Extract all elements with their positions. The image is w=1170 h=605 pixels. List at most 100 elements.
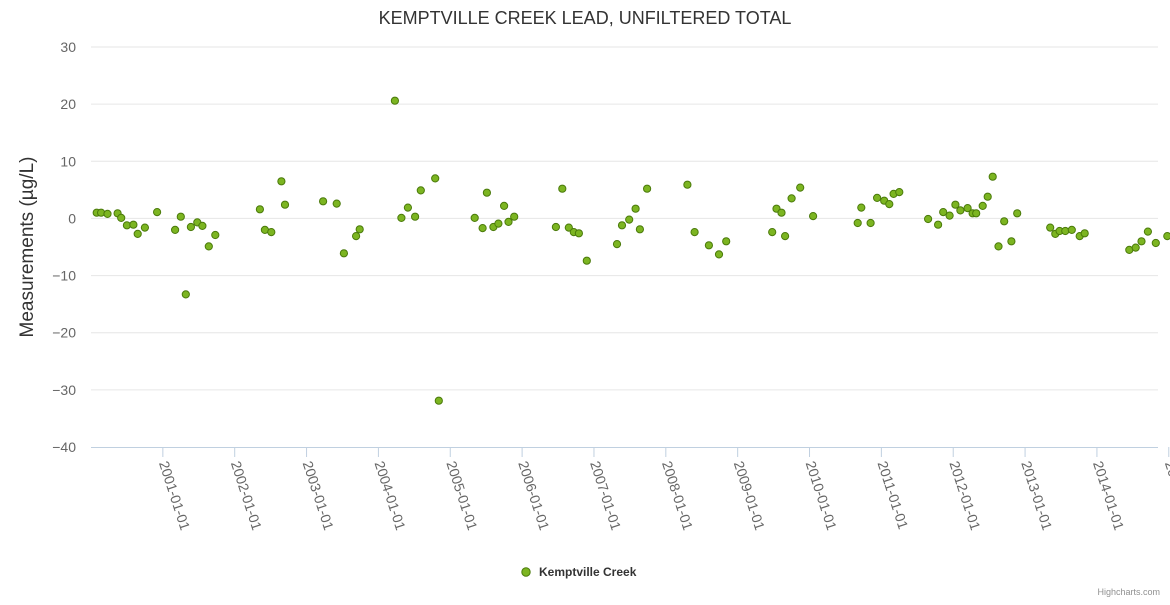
data-point[interactable] [951,200,960,209]
data-point[interactable] [972,209,981,218]
data-point[interactable] [978,201,987,210]
data-point[interactable] [1007,237,1016,246]
data-point[interactable] [683,180,692,189]
y-tick-label: −30 [52,382,76,398]
data-point[interactable] [635,225,645,234]
data-point[interactable] [787,194,796,203]
data-point[interactable] [171,225,180,234]
data-point[interactable] [558,184,567,193]
data-point[interactable] [857,203,866,212]
data-point[interactable] [504,217,513,226]
data-point[interactable] [939,208,948,217]
data-point[interactable] [1046,223,1055,232]
data-point[interactable] [153,208,162,217]
data-point[interactable] [277,177,286,186]
data-point[interactable] [1151,238,1160,248]
data-point[interactable] [1143,227,1153,236]
data-point[interactable] [478,224,487,233]
data-point[interactable] [482,188,491,197]
data-point[interactable] [796,183,805,192]
data-point[interactable] [714,250,724,259]
credits-link[interactable]: Highcharts.com [1097,587,1160,597]
legend-label-kemptville-creek[interactable]: Kemptville Creek [539,565,637,579]
data-point[interactable] [956,206,965,215]
data-point[interactable] [280,200,290,209]
data-point[interactable] [431,174,440,183]
x-tick-label: 2001-01-01 [156,459,193,532]
data-point[interactable] [612,240,622,249]
data-point[interactable] [866,218,875,228]
data-point[interactable] [781,232,790,241]
data-point[interactable] [722,237,731,246]
data-point[interactable] [1137,237,1146,246]
x-tick-label: 2004-01-01 [372,459,409,532]
data-point[interactable] [319,197,328,206]
data-point[interactable] [332,199,341,208]
data-point[interactable] [352,232,361,241]
data-point[interactable] [416,186,425,195]
data-point[interactable] [885,200,894,209]
data-point[interactable] [945,211,954,220]
data-point[interactable] [204,242,213,251]
data-point[interactable] [500,201,509,210]
data-point[interactable] [617,221,627,230]
data-point[interactable] [631,204,640,213]
data-point[interactable] [777,208,786,217]
data-point[interactable] [1163,232,1170,241]
data-point[interactable] [255,205,264,214]
data-point[interactable] [494,219,503,228]
data-point[interactable] [963,204,972,213]
data-point[interactable] [853,218,862,228]
data-point[interactable] [133,229,142,238]
data-point[interactable] [198,221,207,230]
data-point[interactable] [1061,226,1070,236]
data-point[interactable] [988,172,997,181]
data-point[interactable] [873,193,882,202]
data-point[interactable] [582,256,591,265]
data-point[interactable] [643,184,652,193]
data-point[interactable] [390,96,399,105]
data-point[interactable] [934,220,943,229]
data-point[interactable] [895,188,904,197]
data-point[interactable] [403,203,412,212]
data-point[interactable] [434,396,443,405]
data-point[interactable] [211,230,220,240]
data-point[interactable] [551,222,561,232]
data-point[interactable] [117,213,126,222]
data-point[interactable] [924,214,933,224]
x-tick-label: 2013-01-01 [1018,459,1055,532]
data-point[interactable] [1131,243,1140,252]
data-point[interactable] [809,212,818,221]
x-tick-label: 2005-01-01 [443,459,480,532]
data-point[interactable] [176,212,185,221]
x-tick-label: 2015-01-01 [1162,459,1170,532]
data-point[interactable] [690,228,699,237]
data-point[interactable] [704,241,714,250]
x-tick-label: 2011-01-01 [875,459,912,531]
data-point[interactable] [411,212,420,221]
data-point[interactable] [181,290,190,299]
data-point[interactable] [564,223,573,232]
data-point[interactable] [267,228,276,237]
data-point[interactable] [994,242,1003,251]
data-point[interactable] [768,228,777,237]
data-point[interactable] [625,215,634,224]
data-point[interactable] [355,225,364,234]
data-point[interactable] [103,209,112,218]
data-point[interactable] [1000,217,1009,226]
data-point[interactable] [1013,209,1022,218]
data-point[interactable] [983,192,992,201]
data-point[interactable] [129,220,138,229]
data-point[interactable] [397,213,406,222]
data-point[interactable] [470,213,479,222]
data-point[interactable] [1080,229,1089,238]
data-point[interactable] [574,229,584,238]
data-point[interactable] [339,249,348,258]
legend[interactable]: Kemptville Creek [521,565,637,579]
data-point[interactable] [186,222,195,232]
y-tick-label: 20 [60,96,76,112]
data-point[interactable] [510,212,519,221]
data-point[interactable] [140,223,149,232]
chart-title: KEMPTVILLE CREEK LEAD, UNFILTERED TOTAL [379,8,792,28]
data-point[interactable] [1067,225,1076,234]
